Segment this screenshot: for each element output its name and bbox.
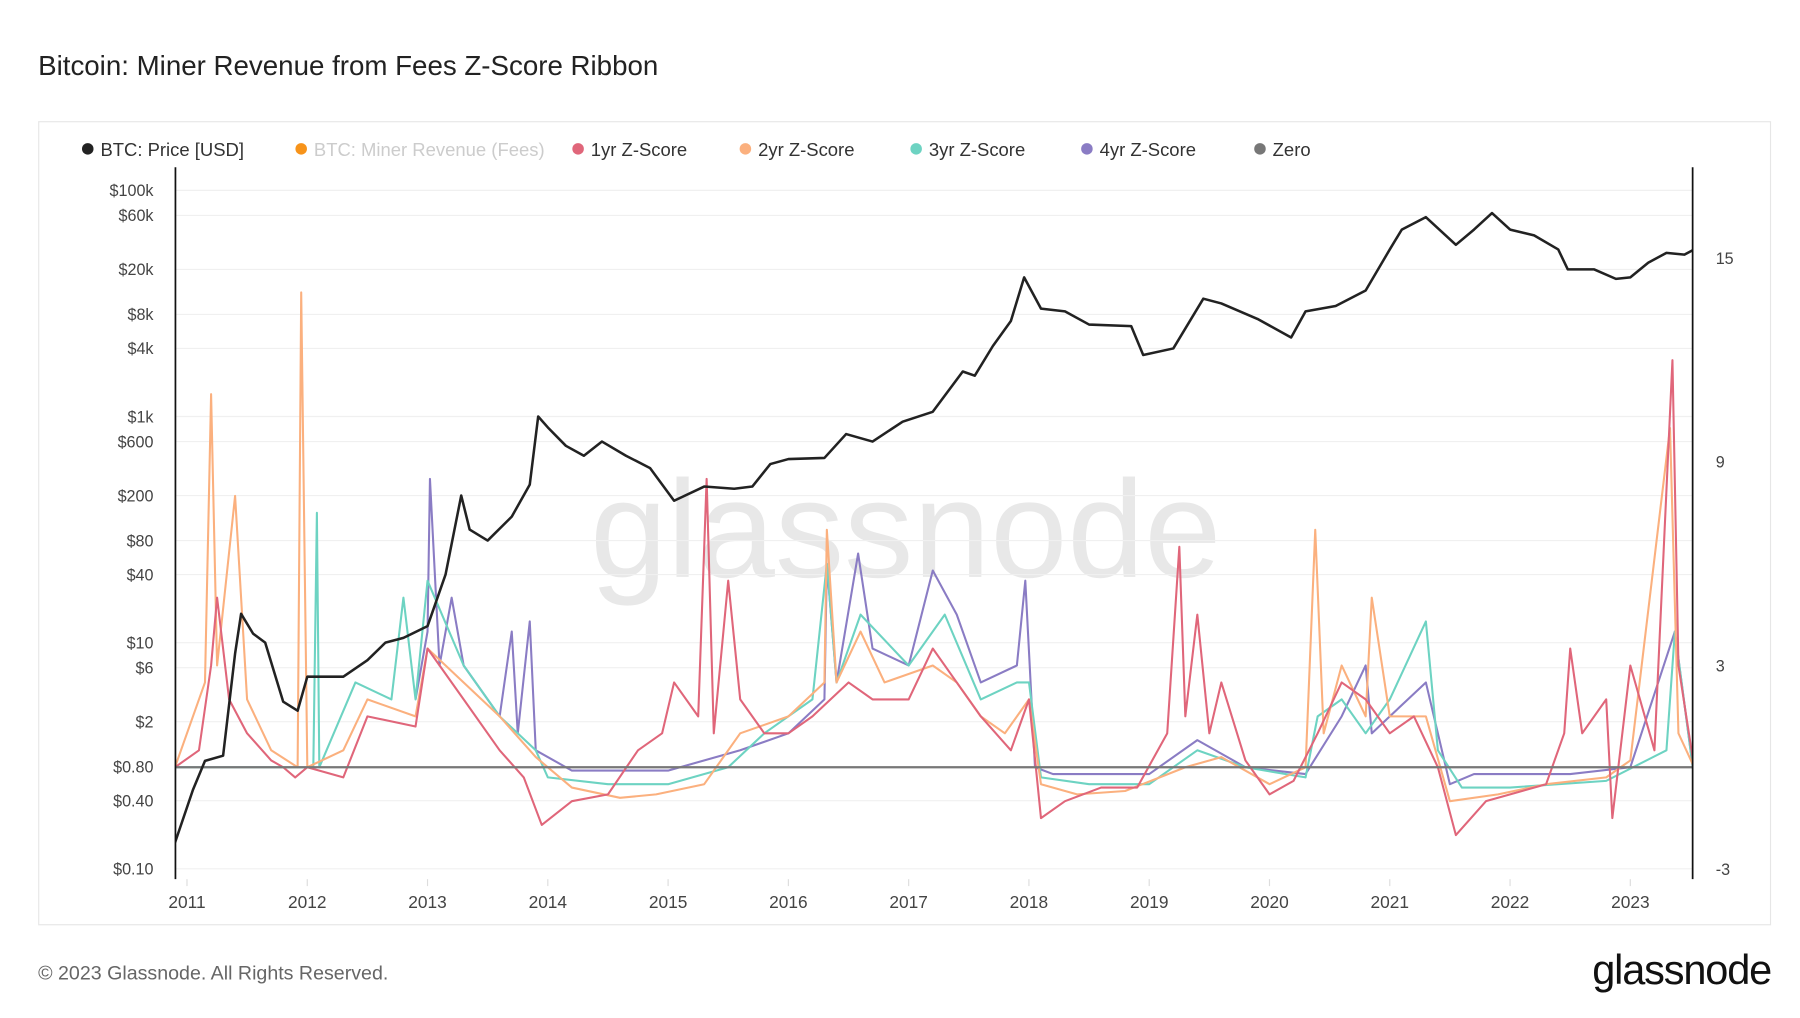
x-tick-label: 2022 [1491, 892, 1529, 912]
left-tick-label: $2 [136, 713, 154, 731]
left-tick-label: $80 [127, 532, 154, 550]
left-tick-label: $6 [136, 659, 154, 677]
x-tick-label: 2013 [408, 892, 446, 912]
x-axis: 2011 2012 2013 2014 2015 2016 2017 2018 2019 2020… [168, 879, 1650, 912]
legend-dot-icon [81, 143, 94, 155]
left-tick-label: $60k [119, 207, 155, 225]
legend-label: 1yr Z-Score [591, 139, 687, 160]
right-tick-label: -3 [1716, 861, 1730, 879]
left-tick-label: $20k [119, 261, 155, 279]
x-tick-label: 2017 [889, 892, 927, 912]
legend: BTC: Price [USD] BTC: Miner Revenue (Fees… [81, 139, 1311, 160]
x-tick-label: 2021 [1371, 892, 1409, 912]
legend-dot-icon [1081, 143, 1093, 155]
right-tick-label: 15 [1716, 250, 1734, 268]
legend-item[interactable]: Zero [1254, 139, 1311, 160]
left-tick-label: $0.40 [113, 792, 153, 810]
legend-item[interactable]: 4yr Z-Score [1081, 139, 1196, 160]
left-tick-label: $0.80 [113, 758, 153, 776]
x-tick-label: 2020 [1250, 892, 1288, 912]
copyright: © 2023 Glassnode. All Rights Reserved. [38, 963, 388, 985]
legend-dot-icon [572, 143, 584, 155]
legend-dot-icon [1254, 143, 1266, 155]
legend-label: 4yr Z-Score [1100, 139, 1196, 160]
x-tick-label: 2016 [769, 892, 807, 912]
left-tick-label: $4k [127, 340, 154, 358]
legend-label: 3yr Z-Score [929, 139, 1025, 160]
legend-item[interactable]: 3yr Z-Score [910, 139, 1025, 160]
page-title: Bitcoin: Miner Revenue from Fees Z-Score… [38, 50, 658, 81]
left-tick-label: $600 [118, 433, 154, 451]
series-line-1yr-z-score [175, 359, 1693, 837]
x-tick-label: 2019 [1130, 892, 1168, 912]
right-tick-label: 3 [1716, 657, 1725, 675]
right-tick-label: 9 [1716, 454, 1725, 472]
x-tick-label: 2014 [529, 892, 568, 912]
left-tick-label: $200 [118, 487, 154, 505]
legend-label: 2yr Z-Score [758, 139, 854, 160]
watermark: glassnode [590, 453, 1221, 607]
legend-label: BTC: Price [USD] [100, 139, 244, 160]
x-tick-label: 2023 [1611, 892, 1649, 912]
left-tick-label: $0.10 [113, 861, 153, 879]
glassnode-logo: glassnode [1592, 946, 1771, 993]
left-tick-label: $40 [127, 566, 154, 584]
left-tick-label: $10 [127, 634, 154, 652]
x-tick-label: 2011 [168, 892, 205, 912]
legend-dot-icon [910, 143, 922, 155]
legend-item[interactable]: 2yr Z-Score [739, 139, 855, 160]
legend-dot-icon [739, 143, 752, 155]
legend-item[interactable]: 1yr Z-Score [572, 139, 687, 160]
series-line-btc-price-usd- [175, 211, 1693, 844]
legend-item[interactable]: BTC: Price [USD] [81, 139, 244, 160]
legend-dot-icon [295, 143, 307, 155]
legend-label: BTC: Miner Revenue (Fees) [314, 139, 545, 160]
legend-label: Zero [1273, 139, 1311, 160]
chart-frame [38, 121, 1772, 926]
x-tick-label: 2015 [649, 892, 687, 912]
legend-item[interactable]: BTC: Miner Revenue (Fees) [295, 139, 545, 160]
left-tick-label: $8k [127, 306, 154, 324]
left-tick-label: $100k [110, 182, 155, 200]
left-axis: $0.10 $0.40 $0.80 $2 $6 $10 $40 $80 $200 $600 $1k $… [110, 182, 155, 878]
series-line-3yr-z-score [175, 511, 1693, 789]
right-axis: -3 3 9 15 [1716, 250, 1734, 879]
left-tick-label: $1k [127, 408, 154, 426]
x-tick-label: 2012 [288, 892, 326, 912]
series-group [175, 211, 1693, 844]
x-tick-label: 2018 [1010, 892, 1048, 912]
